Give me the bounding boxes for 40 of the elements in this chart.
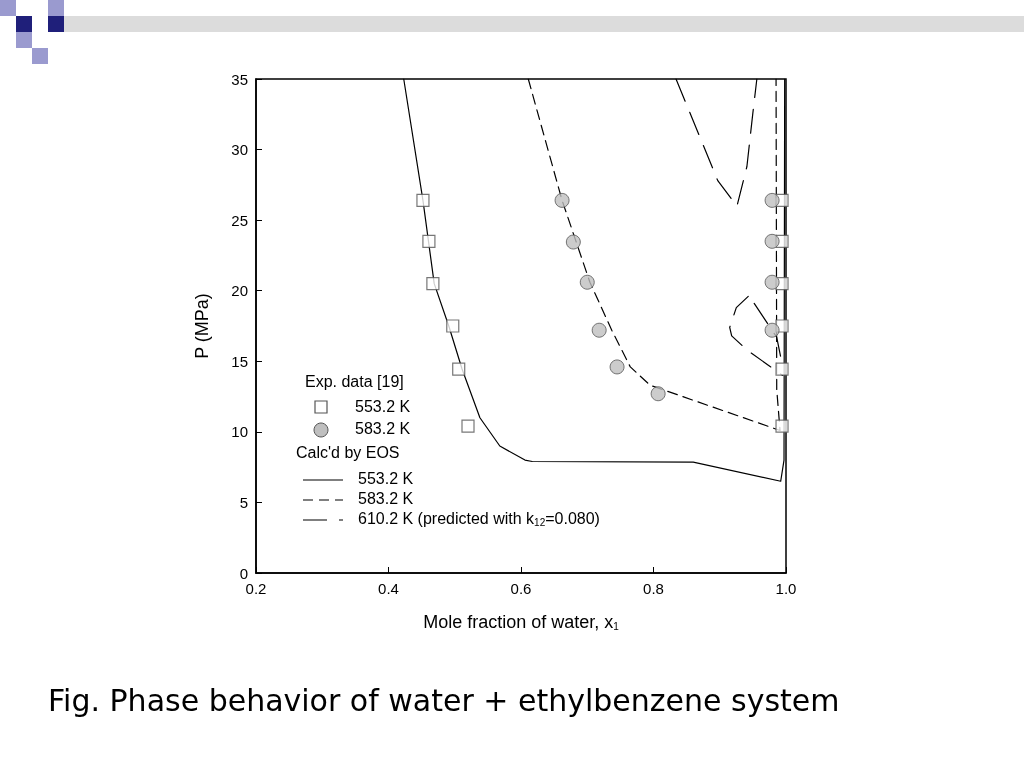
x-tick-label: 1.0: [775, 580, 797, 597]
point: [764, 322, 780, 338]
y-tick-label: 25: [231, 211, 248, 229]
x-axis-title: Mole fraction of water, x1: [423, 612, 620, 632]
point: [461, 419, 475, 433]
point: [609, 359, 625, 375]
point: [565, 234, 581, 250]
y-axis-title: P (MPa): [192, 293, 212, 359]
point: [446, 319, 460, 333]
point: [650, 386, 666, 402]
point: [764, 192, 780, 208]
point: [764, 274, 780, 290]
annotation: Exp. data [19]: [305, 372, 404, 390]
annotation: Calc'd by EOS: [296, 443, 400, 461]
point: [579, 274, 595, 290]
y-tick-label: 20: [231, 282, 248, 300]
legend-label: 553.2 K: [358, 469, 414, 487]
point: [591, 322, 607, 338]
y-tick-label: 30: [231, 141, 248, 159]
legend-label: 583.2 K: [358, 489, 414, 507]
x-tick-label: 0.2: [245, 580, 267, 597]
y-tick-label: 35: [231, 70, 248, 88]
x-tick-label: 0.4: [378, 580, 399, 597]
point: [764, 233, 780, 249]
point: [426, 277, 440, 291]
x-tick-label: 0.6: [510, 580, 532, 597]
legend-label: 553.2 K: [355, 397, 411, 415]
point: [775, 362, 789, 376]
point: [554, 192, 570, 208]
point: [416, 193, 430, 207]
y-tick-label: 5: [239, 493, 248, 511]
x-tick-label: 0.8: [643, 580, 664, 597]
legend-label: 583.2 K: [355, 419, 411, 437]
point: [422, 234, 436, 248]
y-tick-label: 15: [231, 352, 248, 370]
text: Fig. Phase behavior of water + ethylbenzene system: [48, 682, 840, 718]
point: [452, 362, 466, 376]
y-tick-label: 0: [239, 564, 248, 582]
y-tick-label: 10: [231, 423, 248, 441]
point: [775, 419, 789, 433]
